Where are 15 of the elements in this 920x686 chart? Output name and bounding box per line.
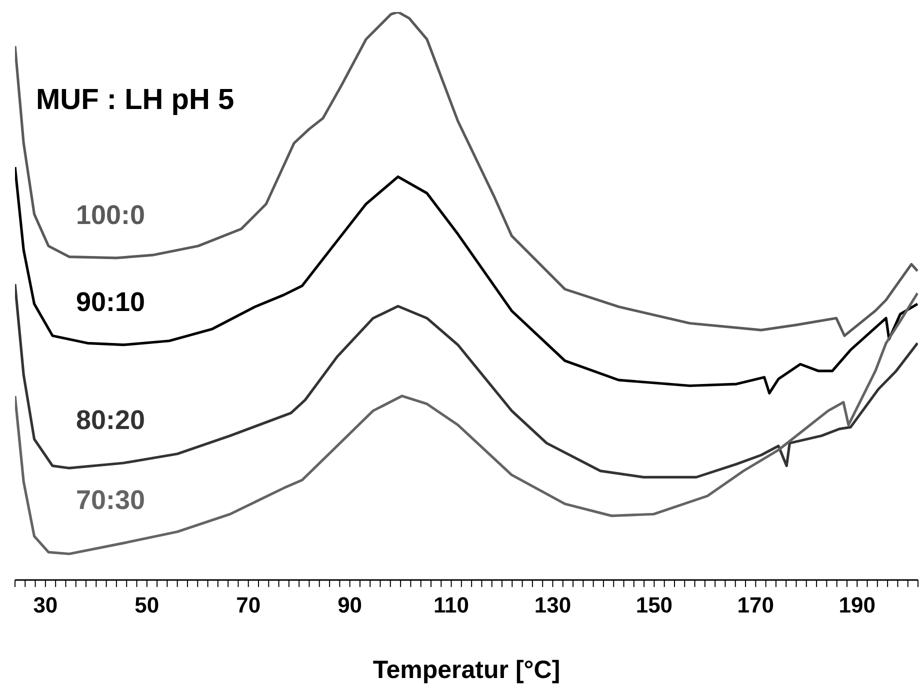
- series-label: 100:0: [76, 200, 146, 231]
- text: MUF : LH pH 5: [36, 84, 234, 117]
- x-tick-label: 190: [838, 592, 876, 618]
- x-tick-label: 70: [236, 592, 261, 618]
- x-tick-label: 170: [737, 592, 774, 618]
- x-tick-label: 130: [534, 592, 572, 618]
- x-tick-label: 50: [134, 592, 160, 618]
- series-label: 80:20: [76, 405, 146, 436]
- x-tick-label: 110: [434, 592, 470, 618]
- series-label: 70:30: [76, 485, 146, 516]
- x-tick-label: 150: [636, 592, 673, 618]
- x-tick-label: 30: [33, 592, 58, 618]
- series-label: 90:10: [76, 286, 146, 318]
- x-tick-label: 90: [338, 592, 362, 618]
- x-axis-title: Temperatur [°C]: [372, 656, 560, 684]
